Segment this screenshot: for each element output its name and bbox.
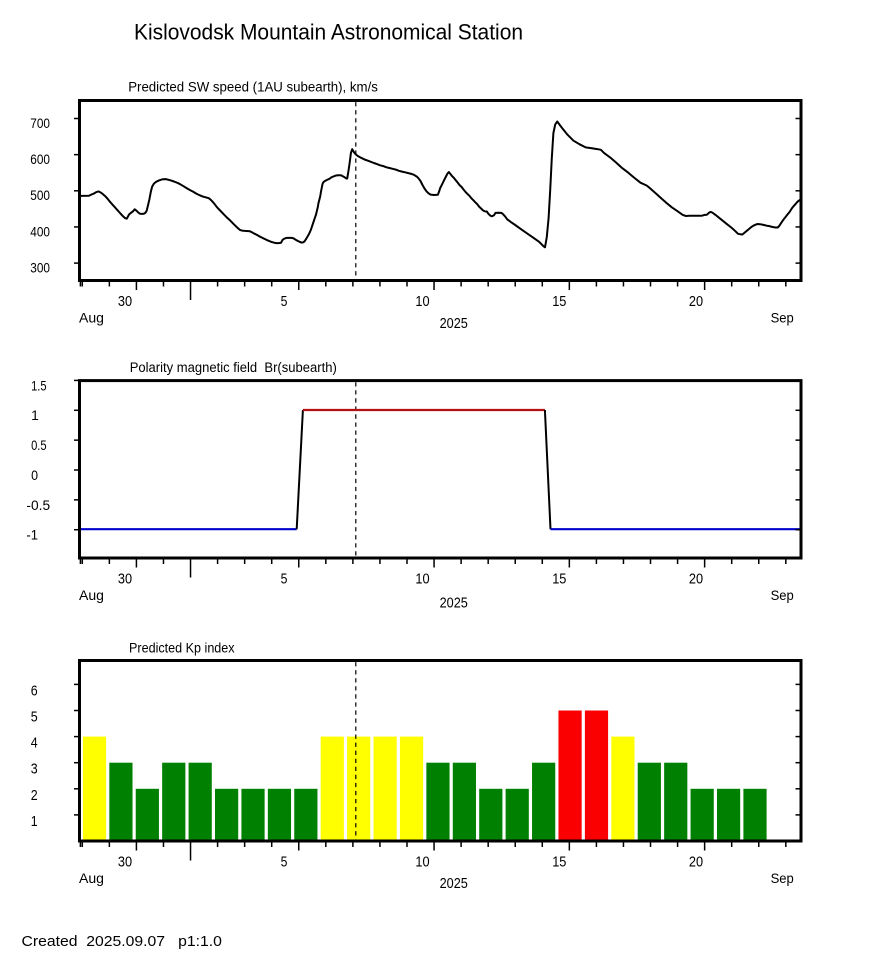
svg-text:3: 3	[31, 761, 38, 778]
svg-text:15: 15	[552, 572, 566, 588]
svg-text:400: 400	[30, 223, 50, 239]
svg-text:Sep: Sep	[771, 588, 794, 603]
svg-text:Sep: Sep	[771, 871, 794, 886]
svg-text:1.5: 1.5	[31, 377, 47, 393]
svg-text:1: 1	[31, 813, 38, 830]
svg-text:600: 600	[30, 151, 50, 167]
svg-text:Kislovodsk Mountain Astronomic: Kislovodsk Mountain Astronomical Station	[134, 20, 523, 45]
svg-text:5: 5	[281, 572, 288, 588]
svg-text:300: 300	[30, 260, 50, 276]
svg-text:4: 4	[31, 735, 38, 752]
svg-text:5: 5	[281, 855, 288, 871]
svg-text:5: 5	[31, 709, 38, 726]
svg-text:Created 2025.09.07 p1:1.0: Created 2025.09.07 p1:1.0	[22, 934, 222, 950]
svg-text:0.5: 0.5	[31, 437, 47, 453]
svg-text:Aug: Aug	[79, 311, 104, 326]
svg-text:20: 20	[689, 855, 703, 871]
svg-text:20: 20	[689, 572, 703, 588]
svg-text:Aug: Aug	[79, 871, 104, 886]
svg-text:0: 0	[31, 467, 38, 483]
svg-text:10: 10	[415, 572, 429, 588]
svg-text:2: 2	[31, 787, 38, 804]
svg-text:-1: -1	[26, 527, 38, 543]
svg-text:1: 1	[31, 407, 39, 423]
svg-text:500: 500	[30, 187, 50, 203]
svg-text:2025: 2025	[440, 316, 468, 332]
svg-text:Aug: Aug	[79, 588, 104, 603]
svg-text:700: 700	[30, 115, 50, 131]
svg-text:20: 20	[689, 294, 703, 310]
svg-text:Sep: Sep	[771, 311, 794, 326]
svg-text:2025: 2025	[440, 876, 468, 892]
svg-text:15: 15	[552, 855, 566, 871]
svg-text:Polarity magnetic field Br(su: Polarity magnetic field Br(subearth)	[130, 359, 337, 375]
svg-text:2025: 2025	[440, 596, 468, 612]
svg-text:10: 10	[415, 855, 429, 871]
svg-text:5: 5	[281, 294, 288, 310]
svg-text:30: 30	[118, 294, 132, 310]
svg-text:-0.5: -0.5	[26, 497, 50, 513]
svg-text:6: 6	[31, 682, 38, 699]
svg-text:Predicted SW speed (1AU subear: Predicted SW speed (1AU subearth), km/s	[128, 78, 378, 94]
svg-text:15: 15	[552, 294, 566, 310]
svg-text:10: 10	[415, 294, 429, 310]
svg-text:30: 30	[118, 855, 132, 871]
svg-text:Predicted Kp index: Predicted Kp index	[129, 640, 235, 656]
svg-text:30: 30	[118, 572, 132, 588]
